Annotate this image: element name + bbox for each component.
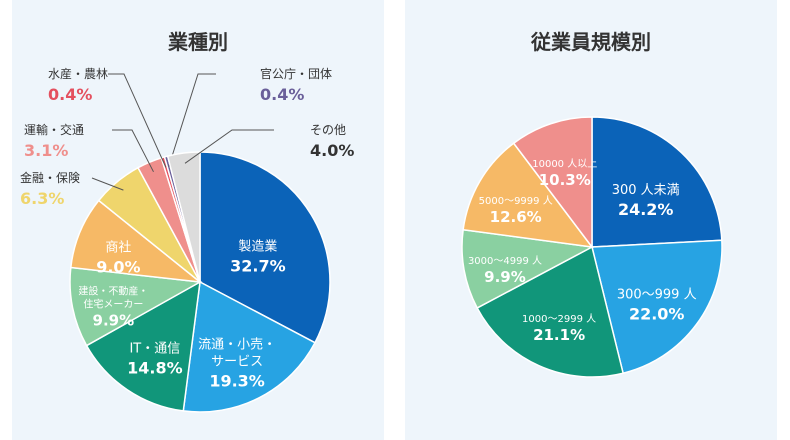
slice-value: 12.6% bbox=[490, 208, 542, 226]
slice-label: サービス bbox=[211, 355, 263, 370]
leader-line bbox=[184, 129, 274, 164]
employee-size-pie-chart: 300 人未満 24.2% 300〜999 人 22.0% 1000〜2999 人21.… bbox=[461, 116, 723, 378]
slice-label: 住宅メーカー bbox=[83, 298, 143, 311]
pie-slice bbox=[182, 280, 316, 413]
industry-pie-chart: 製造業 32.7% 流通・小売・サービス 19.3% IT・通信 14.8% 建設・不動産・… bbox=[20, 66, 354, 413]
slice-value: 22.0% bbox=[629, 305, 685, 324]
slice-label: 商社 bbox=[105, 240, 131, 256]
slice-label: 3000〜4999 人 bbox=[468, 255, 542, 267]
slice-value: 14.8% bbox=[127, 358, 183, 377]
leader-line bbox=[112, 129, 154, 173]
slice-label: 10000 人以上 bbox=[532, 158, 597, 170]
slice-label: 5000〜9999 人 bbox=[479, 195, 553, 207]
slice-value: 3.1% bbox=[24, 141, 68, 160]
slice-value: 0.4% bbox=[260, 85, 304, 104]
slice-label: 金融・保険 bbox=[20, 170, 80, 185]
pie-slice bbox=[199, 151, 331, 344]
slice-label: 官公庁・団体 bbox=[260, 66, 332, 81]
pie-slice bbox=[85, 280, 201, 412]
pie-slice bbox=[166, 151, 201, 283]
slice-value: 21.1% bbox=[533, 326, 585, 344]
slice-value: 0.4% bbox=[48, 85, 92, 104]
pie-slice bbox=[462, 142, 594, 248]
slice-value: 9.9% bbox=[484, 268, 526, 286]
pie-slice bbox=[69, 266, 203, 347]
slice-label: 運輸・交通 bbox=[24, 122, 84, 137]
slice-value: 19.3% bbox=[209, 372, 265, 391]
leader-line bbox=[108, 73, 167, 168]
slice-value: 10.3% bbox=[539, 171, 591, 189]
slice-value: 4.0% bbox=[310, 141, 354, 160]
slice-value: 9.0% bbox=[96, 258, 140, 277]
slice-value: 24.2% bbox=[618, 200, 674, 219]
pie-slice bbox=[461, 228, 595, 309]
slice-label: 1000〜2999 人 bbox=[522, 313, 596, 325]
chart-title: 従業員規模別 bbox=[531, 30, 651, 54]
slice-label: 流通・小売・ bbox=[198, 337, 276, 353]
slice-label: 水産・農林 bbox=[48, 66, 108, 81]
slice-label: 製造業 bbox=[238, 239, 277, 255]
industry-chart-panel: 業種別 製造業 32.7% 流通・小売・ サービス 19.3% IT・通信 14.8% 建設・… bbox=[12, 0, 384, 440]
slice-label: 300〜999 人 bbox=[617, 288, 697, 303]
leader-line bbox=[168, 73, 216, 167]
slice-value: 6.3% bbox=[20, 189, 64, 208]
slice-value: 9.9% bbox=[93, 312, 135, 330]
leader-line bbox=[91, 177, 124, 191]
slice-label: IT・通信 bbox=[129, 341, 180, 356]
pie-slice bbox=[512, 116, 593, 250]
pie-slice bbox=[591, 239, 723, 375]
slice-label: その他 bbox=[310, 123, 346, 137]
slice-label: 300 人未満 bbox=[612, 183, 680, 198]
slice-label: 建設・不動産・ bbox=[78, 285, 148, 298]
slice-value: 32.7% bbox=[230, 257, 286, 276]
chart-title: 業種別 bbox=[168, 30, 228, 54]
employee-size-chart-panel: 従業員規模別 300 人未満 24.2% 300〜999 人 22.0% 1000〜29… bbox=[405, 0, 777, 440]
pie-slice bbox=[476, 245, 625, 378]
pie-slice bbox=[591, 116, 723, 248]
